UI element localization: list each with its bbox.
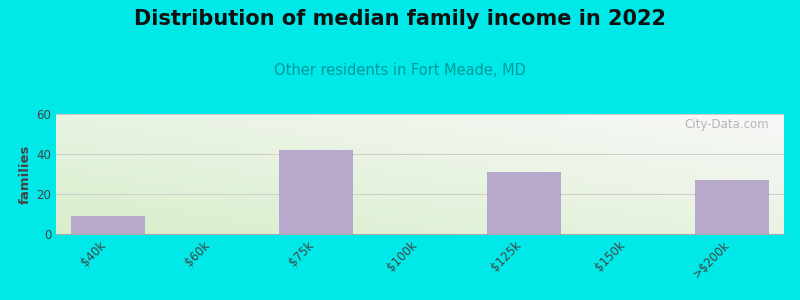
- Text: City-Data.com: City-Data.com: [685, 118, 770, 130]
- Text: Distribution of median family income in 2022: Distribution of median family income in …: [134, 9, 666, 29]
- Bar: [694, 180, 770, 234]
- Bar: [70, 216, 146, 234]
- Y-axis label: families: families: [19, 144, 32, 204]
- Bar: [278, 150, 354, 234]
- Text: Other residents in Fort Meade, MD: Other residents in Fort Meade, MD: [274, 63, 526, 78]
- Bar: [486, 172, 562, 234]
